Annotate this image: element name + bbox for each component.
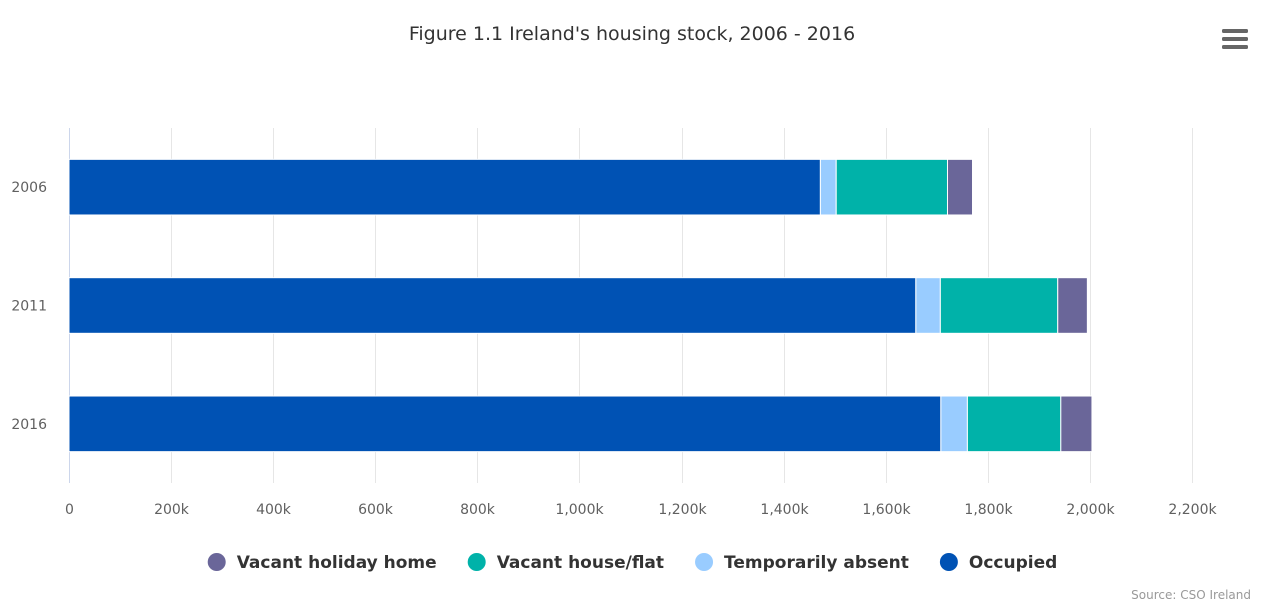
value-tick-label: 1,400k — [760, 502, 809, 518]
bar-segment-temporarily-absent-2011[interactable] — [915, 277, 941, 334]
value-tick-label: 600k — [358, 502, 394, 518]
legend-item-vacant-holiday-home[interactable]: Vacant holiday home — [207, 553, 437, 573]
chart-menu-button[interactable] — [1218, 22, 1252, 56]
value-tick-label: 200k — [154, 502, 190, 518]
chart-title: Figure 1.1 Ireland's housing stock, 2006… — [409, 23, 855, 45]
legend-symbol — [207, 553, 226, 571]
bar-segment-temporarily-absent-2006[interactable] — [819, 158, 837, 216]
value-tick-label: 800k — [460, 502, 496, 518]
legend-symbol — [939, 553, 958, 571]
value-tick-label: 1,600k — [862, 502, 911, 518]
legend-symbol — [467, 553, 486, 571]
value-tick-label: 2,000k — [1066, 502, 1115, 518]
legend: Vacant holiday home Vacant house/flat Temp… — [207, 553, 1057, 573]
value-axis-labels: 0 200k 400k 600k 800k 1,000k 1,200k 1,400k 1,600… — [65, 502, 1217, 518]
legend-label: Vacant house/flat — [497, 553, 664, 573]
legend-item-occupied[interactable]: Occupied — [939, 553, 1057, 573]
legend-label: Temporarily absent — [724, 553, 909, 573]
hamburger-menu-icon — [1222, 29, 1248, 49]
value-tick-label: 400k — [256, 502, 292, 518]
bar-segment-occupied-2011[interactable] — [68, 277, 917, 334]
legend-label: Occupied — [969, 553, 1057, 573]
value-tick-label: 1,800k — [964, 502, 1013, 518]
bar-segment-occupied-2006[interactable] — [68, 158, 821, 216]
chart-credit[interactable]: Source: CSO Ireland — [1131, 588, 1251, 602]
category-label: 2006 — [11, 180, 47, 196]
bar-segment-temporarily-absent-2016[interactable] — [940, 395, 968, 453]
value-tick-label: 2,200k — [1168, 502, 1217, 518]
category-label: 2011 — [11, 299, 47, 315]
value-tick-label: 1,200k — [658, 502, 707, 518]
category-label: 2016 — [11, 417, 47, 433]
bar-segment-vacant-house-flat-2016[interactable] — [966, 395, 1062, 453]
category-axis-labels: 2006 2011 2016 — [11, 180, 47, 433]
bar-segment-vacant-house-flat-2006[interactable] — [835, 158, 948, 216]
bar-segment-vacant-holiday-home-2006[interactable] — [946, 158, 974, 216]
bars — [68, 158, 1093, 453]
bar-segment-vacant-holiday-home-2011[interactable] — [1057, 277, 1088, 334]
bar-segment-vacant-house-flat-2011[interactable] — [939, 277, 1059, 334]
bar-segment-vacant-holiday-home-2016[interactable] — [1060, 395, 1093, 453]
legend-item-temporarily-absent[interactable]: Temporarily absent — [695, 553, 909, 573]
legend-symbol — [695, 553, 714, 571]
legend-label: Vacant holiday home — [237, 553, 437, 573]
bar-segment-occupied-2016[interactable] — [68, 395, 942, 453]
value-tick-label: 0 — [65, 502, 74, 518]
legend-item-vacant-house-flat[interactable]: Vacant house/flat — [467, 553, 664, 573]
value-tick-label: 1,000k — [555, 502, 604, 518]
